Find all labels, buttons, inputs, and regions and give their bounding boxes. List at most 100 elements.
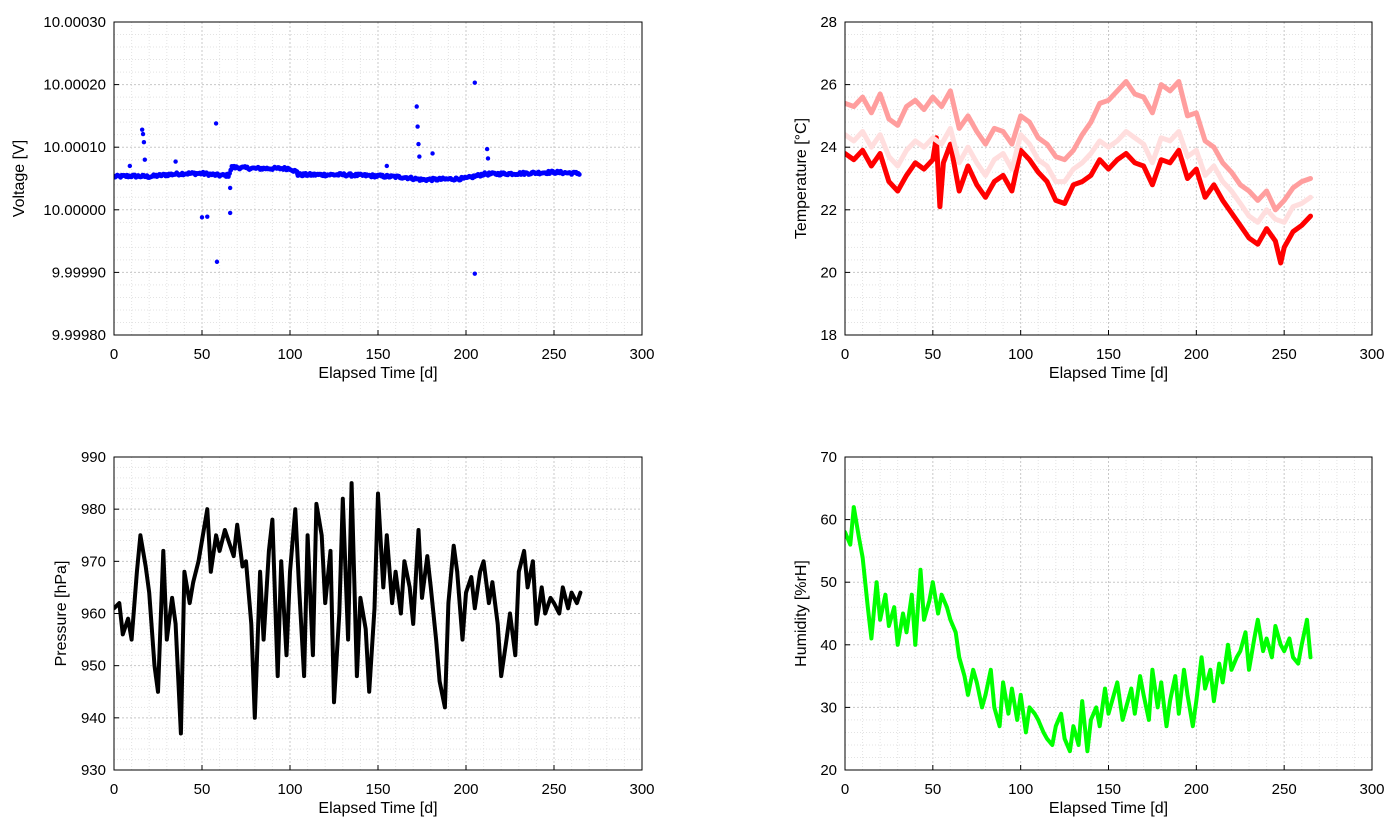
data-point: [140, 131, 146, 137]
temperature-x-axis-label: Elapsed Time [d]: [1049, 365, 1168, 382]
pressure-y-axis-label: Pressure [hPa]: [53, 561, 70, 667]
data-point: [484, 146, 490, 152]
y-tick-label: 960: [81, 606, 106, 623]
y-tick-label: 26: [820, 77, 837, 94]
x-tick-label: 100: [277, 781, 302, 798]
voltage-baseline-markers: [114, 163, 582, 184]
temperature-series-line-2: [845, 79, 1313, 213]
pressure-ticks: 0 50 100 150 200 250 300 930 940 950 960 970 980 990: [81, 449, 655, 798]
data-point: [227, 185, 233, 191]
data-point: [141, 139, 147, 145]
data-point: [227, 210, 233, 216]
y-tick-label: 28: [820, 14, 837, 31]
x-tick-label: 150: [365, 346, 390, 363]
temperature-series-line-0: [845, 135, 1313, 266]
data-point: [414, 104, 419, 109]
x-tick-label: 50: [924, 346, 941, 363]
data-point: [415, 124, 420, 129]
x-tick-label: 200: [1184, 346, 1209, 363]
data-point: [213, 121, 219, 126]
temperature-ticks: 0 50 100 150 200 250 300 18 20 22 24 26 28: [820, 14, 1384, 363]
y-tick-label: 970: [81, 553, 106, 570]
x-tick-label: 50: [194, 346, 211, 363]
data-point: [416, 141, 421, 147]
data-point: [205, 214, 210, 219]
y-tick-label: 50: [820, 574, 837, 591]
temperature-series-line-1: [845, 125, 1313, 225]
x-tick-label: 150: [365, 781, 390, 798]
y-tick-label: 10.00000: [43, 202, 106, 219]
x-tick-label: 50: [194, 781, 211, 798]
data-point: [139, 127, 145, 132]
x-tick-label: 200: [453, 346, 478, 363]
voltage-chart: 0 50 100 150 200 250 300 9.99980 9.99990 10.00000…: [11, 14, 655, 382]
y-tick-label: 18: [820, 327, 837, 344]
data-point: [417, 154, 422, 159]
humidity-series-group: [845, 505, 1313, 754]
y-tick-label: 22: [820, 202, 837, 219]
humidity-ticks: 0 50 100 150 200 250 300 20 30 40 50 60 70: [820, 449, 1384, 798]
y-tick-label: 10.00010: [43, 139, 106, 156]
y-tick-label: 9.99980: [52, 327, 106, 344]
x-tick-label: 50: [924, 781, 941, 798]
y-tick-label: 20: [820, 264, 837, 281]
x-tick-label: 300: [629, 781, 654, 798]
voltage-grid: [113, 21, 643, 336]
x-tick-label: 0: [841, 346, 849, 363]
data-point: [472, 80, 477, 85]
humidity-x-axis-label: Elapsed Time [d]: [1049, 800, 1168, 817]
x-tick-label: 100: [1008, 346, 1033, 363]
humidity-series-line-0: [845, 505, 1313, 754]
x-tick-label: 300: [1359, 346, 1384, 363]
pressure-series-line-0: [114, 481, 583, 736]
y-tick-label: 10.00020: [43, 77, 106, 94]
temperature-series-group: [845, 79, 1313, 266]
x-tick-label: 200: [1184, 781, 1209, 798]
x-tick-label: 100: [277, 346, 302, 363]
humidity-y-axis-label: Humidity [%rH]: [793, 560, 810, 667]
x-tick-label: 100: [1008, 781, 1033, 798]
x-tick-label: 300: [629, 346, 654, 363]
data-point: [127, 163, 133, 169]
y-tick-label: 9.99990: [52, 264, 106, 281]
x-tick-label: 150: [1096, 346, 1121, 363]
y-tick-label: 950: [81, 658, 106, 675]
y-tick-label: 980: [81, 501, 106, 518]
y-tick-label: 40: [820, 637, 837, 654]
data-point: [173, 159, 178, 164]
pressure-chart: 0 50 100 150 200 250 300 930 940 950 960 970 980 990 E…: [53, 449, 655, 817]
y-tick-label: 70: [820, 449, 837, 466]
voltage-series-group: [114, 80, 582, 276]
x-tick-label: 250: [541, 781, 566, 798]
x-tick-label: 250: [541, 346, 566, 363]
y-tick-label: 940: [81, 710, 106, 727]
data-point: [576, 172, 582, 177]
pressure-x-axis-label: Elapsed Time [d]: [318, 800, 437, 817]
x-tick-label: 0: [110, 781, 118, 798]
y-tick-label: 20: [820, 762, 837, 779]
voltage-y-axis-label: Voltage [V]: [11, 140, 28, 217]
y-tick-label: 24: [820, 139, 837, 156]
pressure-series-group: [114, 481, 583, 736]
data-point: [199, 215, 205, 220]
x-tick-label: 0: [110, 346, 118, 363]
x-tick-label: 200: [453, 781, 478, 798]
y-tick-label: 930: [81, 762, 106, 779]
data-point: [142, 157, 147, 162]
data-point: [430, 151, 435, 156]
data-point: [384, 163, 389, 169]
x-tick-label: 250: [1272, 781, 1297, 798]
x-tick-label: 0: [841, 781, 849, 798]
y-tick-label: 990: [81, 449, 106, 466]
x-tick-label: 300: [1359, 781, 1384, 798]
temperature-chart: 0 50 100 150 200 250 300 18 20 22 24 26 28 Elapsed Ti…: [793, 14, 1385, 382]
temperature-grid: [844, 21, 1373, 336]
x-tick-label: 250: [1272, 346, 1297, 363]
voltage-x-axis-label: Elapsed Time [d]: [318, 365, 437, 382]
y-tick-label: 30: [820, 699, 837, 716]
humidity-chart: 0 50 100 150 200 250 300 20 30 40 50 60 70 Elapsed Ti…: [793, 449, 1385, 817]
y-tick-label: 60: [820, 512, 837, 529]
temperature-y-axis-label: Temperature [°C]: [793, 118, 810, 239]
data-point: [472, 271, 477, 276]
